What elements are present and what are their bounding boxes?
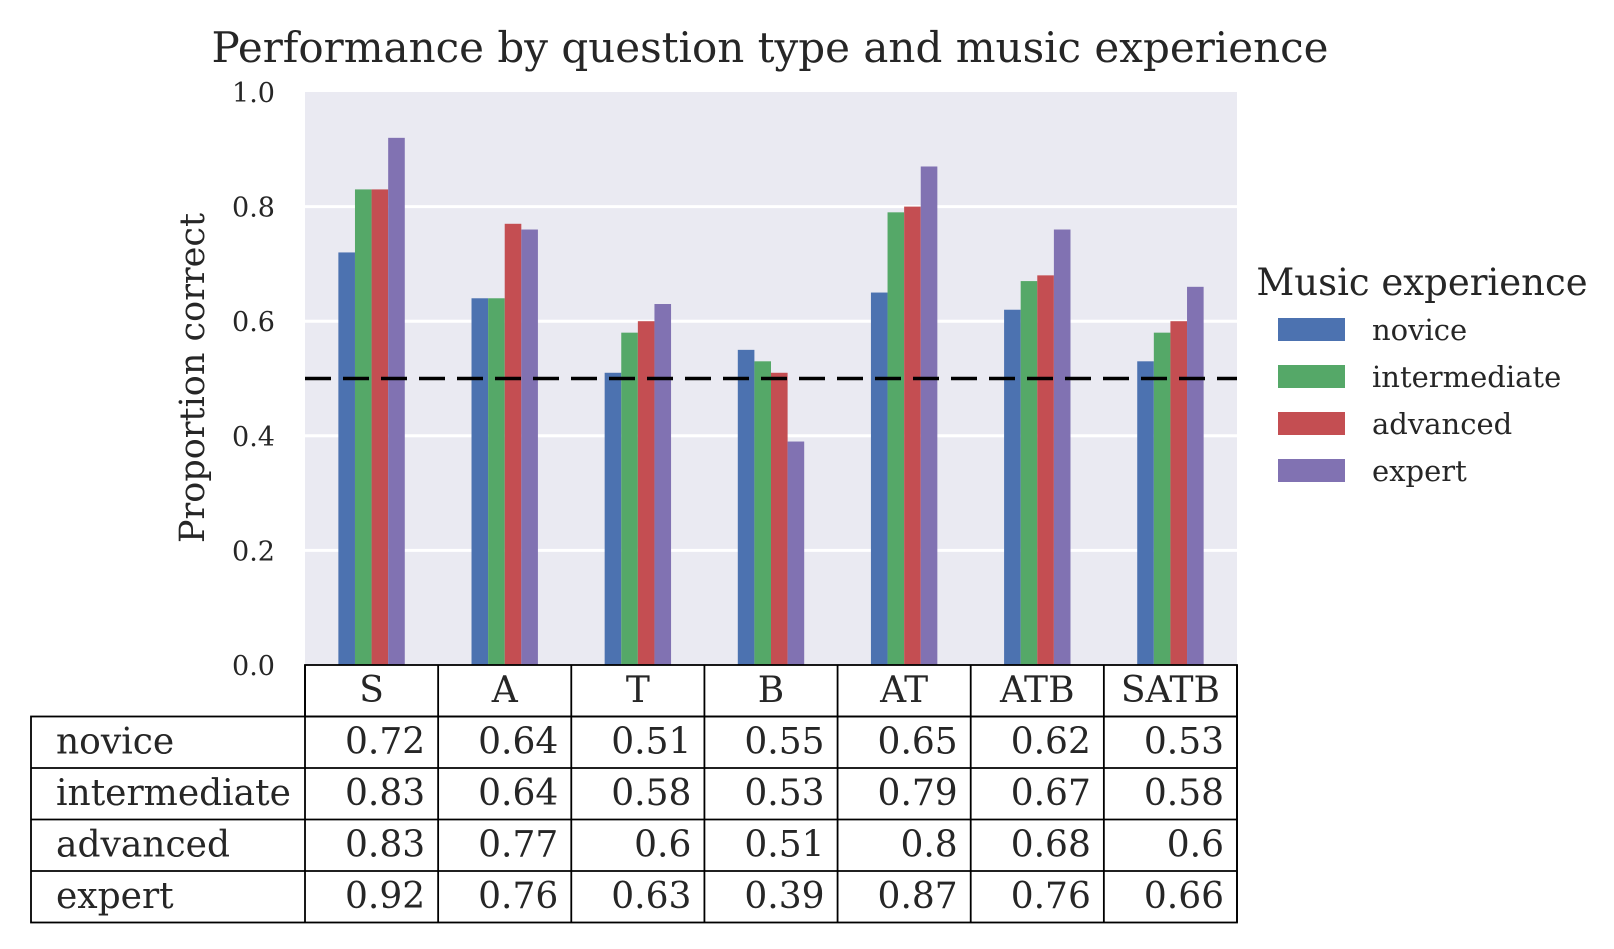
table-cell-expert-A: 0.76	[478, 876, 558, 917]
legend-label-advanced: advanced	[1372, 407, 1512, 441]
y-axis-ticks: 0.0 0.2 0.4 0.6 0.8 1.0	[232, 78, 275, 682]
bar-intermediate-A	[488, 298, 505, 665]
bar-intermediate-SATB	[1153, 332, 1171, 665]
y-tick-label-5: 1.0	[232, 78, 275, 109]
legend: Music experience novice intermediate advan…	[1256, 261, 1587, 488]
table-cell-intermediate-T: 0.58	[611, 773, 691, 814]
table-row-label-advanced: advanced	[56, 825, 230, 866]
table-row-label-intermediate: intermediate	[56, 773, 291, 814]
bar-novice-B	[737, 349, 755, 665]
y-axis-label: Proportion correct	[173, 213, 213, 543]
y-tick-label-4: 0.8	[232, 193, 275, 224]
y-tick-label-0: 0.0	[232, 651, 275, 682]
table-cell-novice-A: 0.64	[478, 722, 558, 763]
table-cell-advanced-T: 0.6	[634, 825, 691, 866]
table-cell-novice-T: 0.51	[611, 722, 691, 763]
bar-expert-S	[388, 137, 405, 666]
table-cell-novice-B: 0.55	[744, 722, 824, 763]
table-cell-novice-S: 0.72	[345, 722, 425, 763]
bar-novice-T	[604, 372, 622, 665]
legend-items: novice intermediate advanced expert	[1278, 313, 1561, 488]
legend-label-novice: novice	[1372, 313, 1467, 347]
category-label-T: T	[626, 670, 650, 711]
bar-intermediate-T	[621, 332, 638, 665]
bars	[338, 137, 1204, 666]
table-cell-intermediate-B: 0.53	[744, 773, 824, 814]
table-cell-intermediate-AT: 0.79	[878, 773, 958, 814]
table-cell-expert-B: 0.39	[744, 876, 824, 917]
table-cell-intermediate-ATB: 0.67	[1011, 773, 1091, 814]
bar-advanced-AT	[904, 206, 921, 665]
legend-swatch-advanced	[1278, 412, 1345, 435]
bar-novice-SATB	[1137, 361, 1154, 665]
table-cell-intermediate-S: 0.83	[345, 773, 425, 814]
bar-advanced-SATB	[1170, 321, 1188, 665]
bar-advanced-B	[771, 372, 788, 665]
y-tick-label-1: 0.2	[232, 536, 275, 567]
table-cell-advanced-S: 0.83	[345, 825, 425, 866]
category-label-A: A	[491, 670, 519, 711]
bar-novice-A	[471, 298, 489, 665]
bar-novice-AT	[870, 292, 888, 665]
bar-expert-T	[654, 304, 672, 665]
bar-intermediate-AT	[887, 212, 905, 665]
table-cell-novice-AT: 0.65	[878, 722, 958, 763]
bar-intermediate-S	[354, 189, 372, 665]
table-cell-advanced-ATB: 0.68	[1011, 825, 1091, 866]
table-row-label-novice: novice	[56, 722, 174, 763]
legend-label-expert: expert	[1372, 454, 1467, 488]
bar-advanced-ATB	[1037, 275, 1054, 665]
bar-advanced-A	[504, 223, 522, 666]
table-cell-novice-SATB: 0.53	[1144, 722, 1224, 763]
legend-label-intermediate: intermediate	[1372, 360, 1561, 394]
table-cell-advanced-SATB: 0.6	[1167, 825, 1224, 866]
bar-advanced-S	[371, 189, 389, 665]
table-cell-intermediate-A: 0.64	[478, 773, 558, 814]
category-label-SATB: SATB	[1121, 670, 1220, 711]
legend-swatch-intermediate	[1278, 365, 1345, 388]
table-cell-expert-AT: 0.87	[878, 876, 958, 917]
bar-expert-SATB	[1187, 286, 1204, 665]
bar-novice-S	[338, 252, 355, 665]
category-label-S: S	[359, 670, 384, 711]
category-label-B: B	[758, 670, 784, 711]
table-cell-expert-ATB: 0.76	[1011, 876, 1091, 917]
bar-expert-ATB	[1053, 229, 1071, 665]
table-cell-advanced-AT: 0.8	[900, 825, 957, 866]
table-cell-expert-S: 0.92	[345, 876, 425, 917]
bar-expert-B	[787, 441, 805, 665]
bar-intermediate-B	[754, 361, 771, 665]
table-cell-expert-SATB: 0.66	[1144, 876, 1224, 917]
bar-novice-ATB	[1004, 309, 1021, 665]
table-cell-expert-T: 0.63	[611, 876, 691, 917]
category-label-AT: AT	[879, 670, 928, 711]
table-row-label-expert: expert	[56, 876, 174, 917]
bar-intermediate-ATB	[1020, 281, 1038, 665]
legend-swatch-novice	[1278, 318, 1345, 341]
table-cell-advanced-A: 0.77	[478, 825, 558, 866]
table-cell-novice-ATB: 0.62	[1011, 722, 1091, 763]
table-cell-advanced-B: 0.51	[744, 825, 824, 866]
bar-advanced-T	[637, 321, 655, 665]
bar-expert-AT	[920, 166, 938, 666]
y-tick-label-3: 0.6	[232, 307, 275, 338]
chart-title: Performance by question type and music e…	[212, 23, 1329, 72]
y-tick-label-2: 0.4	[232, 422, 275, 453]
legend-title: Music experience	[1256, 261, 1587, 304]
legend-swatch-expert	[1278, 459, 1345, 482]
category-label-ATB: ATB	[999, 670, 1075, 711]
bar-expert-A	[521, 229, 538, 665]
table-cell-intermediate-SATB: 0.58	[1144, 773, 1224, 814]
